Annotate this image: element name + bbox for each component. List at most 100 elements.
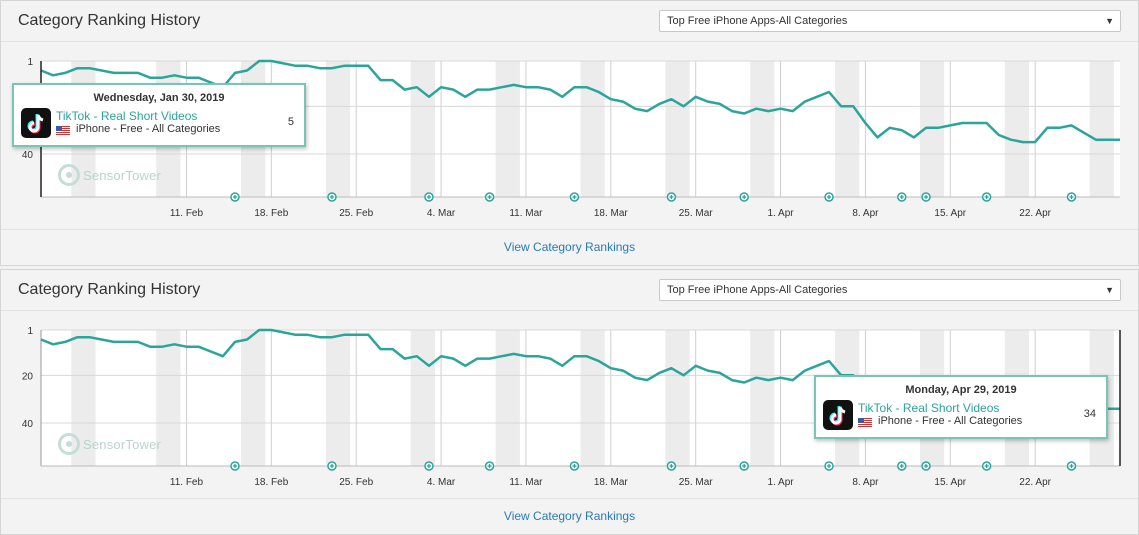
event-marker-icon[interactable] [739,461,749,471]
data-point[interactable] [160,76,164,80]
data-point[interactable] [160,345,164,349]
data-point[interactable] [463,364,467,368]
data-point[interactable] [391,347,395,351]
data-point[interactable] [863,121,867,125]
data-point[interactable] [306,333,310,337]
data-point[interactable] [136,71,140,75]
event-marker-icon[interactable] [230,192,240,202]
event-marker-icon[interactable] [897,192,907,202]
data-point[interactable] [427,364,431,368]
data-point[interactable] [997,133,1001,137]
data-point[interactable] [1021,140,1025,144]
event-marker-icon[interactable] [230,461,240,471]
data-point[interactable] [1082,131,1086,135]
data-point[interactable] [1106,138,1110,142]
data-point[interactable] [488,357,492,361]
data-point[interactable] [718,102,722,106]
event-marker-icon[interactable] [569,192,580,202]
event-marker-icon[interactable] [666,461,677,471]
event-marker-icon[interactable] [1066,461,1077,471]
data-point[interactable] [1070,123,1074,127]
data-point[interactable] [378,347,382,351]
data-point[interactable] [415,85,419,89]
event-marker-icon[interactable] [981,192,992,202]
data-point[interactable] [730,109,734,113]
data-point[interactable] [766,109,770,113]
data-point[interactable] [427,95,431,99]
data-point[interactable] [742,111,746,115]
event-marker-icon[interactable] [666,192,677,202]
data-point[interactable] [645,109,649,113]
data-point[interactable] [694,364,698,368]
data-point[interactable] [609,366,613,370]
event-marker-icon[interactable] [424,192,434,202]
event-marker-icon[interactable] [569,461,580,471]
data-point[interactable] [281,61,285,65]
data-point[interactable] [512,83,516,87]
data-point[interactable] [657,371,661,375]
data-point[interactable] [560,95,564,99]
data-point[interactable] [51,342,55,346]
data-point[interactable] [815,95,819,99]
data-point[interactable] [245,338,249,342]
data-point[interactable] [63,340,67,344]
data-point[interactable] [451,357,455,361]
data-point[interactable] [439,354,443,358]
data-point[interactable] [451,88,455,92]
event-marker-icon[interactable] [327,192,337,202]
data-point[interactable] [524,354,528,358]
data-point[interactable] [172,73,176,77]
data-point[interactable] [669,366,673,370]
data-point[interactable] [1118,138,1122,142]
data-point[interactable] [597,359,601,363]
data-point[interactable] [621,369,625,373]
data-point[interactable] [827,359,831,363]
data-point[interactable] [233,71,237,75]
data-point[interactable] [403,88,407,92]
data-point[interactable] [827,90,831,94]
data-point[interactable] [803,369,807,373]
data-point[interactable] [257,328,261,332]
data-point[interactable] [172,342,176,346]
data-point[interactable] [560,364,564,368]
data-point[interactable] [100,69,104,73]
data-point[interactable] [524,85,528,89]
data-point[interactable] [633,107,637,111]
data-point[interactable] [488,88,492,92]
data-point[interactable] [791,109,795,113]
data-point[interactable] [548,357,552,361]
data-point[interactable] [378,78,382,82]
data-point[interactable] [221,354,225,358]
data-point[interactable] [960,121,964,125]
data-point[interactable] [257,59,261,63]
data-point[interactable] [803,100,807,104]
data-point[interactable] [621,100,625,104]
event-marker-icon[interactable] [327,461,337,471]
event-marker-icon[interactable] [824,461,834,471]
data-point[interactable] [112,340,116,344]
data-point[interactable] [669,97,673,101]
data-point[interactable] [403,357,407,361]
data-point[interactable] [585,354,589,358]
data-point[interactable] [572,354,576,358]
data-point[interactable] [475,357,479,361]
data-point[interactable] [463,95,467,99]
category-dropdown[interactable]: Top Free iPhone Apps-All Categories ▼ [659,279,1121,301]
data-point[interactable] [124,340,128,344]
data-point[interactable] [184,345,188,349]
data-point[interactable] [184,76,188,80]
event-marker-icon[interactable] [921,192,931,202]
data-point[interactable] [39,338,43,342]
data-point[interactable] [112,71,116,75]
data-point[interactable] [645,378,649,382]
data-point[interactable] [754,107,758,111]
data-point[interactable] [718,371,722,375]
data-point[interactable] [851,104,855,108]
data-point[interactable] [597,90,601,94]
data-point[interactable] [330,66,334,70]
data-point[interactable] [742,380,746,384]
data-point[interactable] [1057,126,1061,130]
data-point[interactable] [415,354,419,358]
data-point[interactable] [342,333,346,337]
data-point[interactable] [197,345,201,349]
